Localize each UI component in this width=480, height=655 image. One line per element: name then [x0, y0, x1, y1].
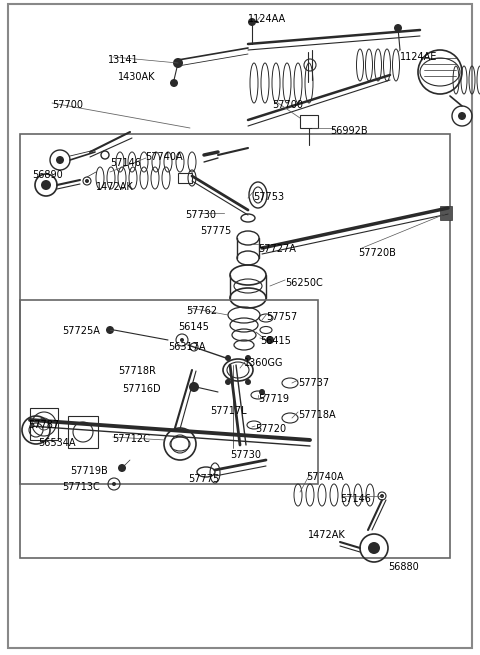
- Text: 57718A: 57718A: [298, 410, 336, 420]
- Text: 57775: 57775: [200, 226, 231, 236]
- Circle shape: [245, 379, 251, 385]
- Text: 57720B: 57720B: [358, 248, 396, 258]
- Circle shape: [103, 153, 107, 157]
- Text: 1472AK: 1472AK: [96, 182, 134, 192]
- Text: 57730: 57730: [185, 210, 216, 220]
- Circle shape: [170, 79, 178, 87]
- Text: 1472AK: 1472AK: [308, 530, 346, 540]
- Text: 57720: 57720: [255, 424, 286, 434]
- Circle shape: [189, 382, 199, 392]
- Text: 57717L: 57717L: [210, 406, 247, 416]
- Text: 56890: 56890: [32, 170, 63, 180]
- Text: 57716D: 57716D: [122, 384, 161, 394]
- Text: 57713C: 57713C: [62, 482, 100, 492]
- Text: 57737: 57737: [298, 378, 329, 388]
- Text: 57740A: 57740A: [145, 152, 182, 162]
- Text: 56317A: 56317A: [168, 342, 205, 352]
- Text: 57730: 57730: [230, 450, 261, 460]
- Circle shape: [180, 338, 184, 342]
- Circle shape: [266, 336, 274, 344]
- Circle shape: [245, 355, 251, 361]
- Text: 57700: 57700: [52, 100, 83, 110]
- Text: 57775: 57775: [188, 474, 219, 484]
- Text: 57740A: 57740A: [306, 472, 344, 482]
- Circle shape: [112, 482, 116, 486]
- Text: 57146: 57146: [110, 158, 141, 168]
- Text: 56415: 56415: [260, 336, 291, 346]
- Circle shape: [380, 494, 384, 498]
- Text: 56880: 56880: [388, 562, 419, 572]
- Circle shape: [394, 24, 402, 32]
- Text: 57787: 57787: [28, 420, 59, 430]
- Text: 56534A: 56534A: [38, 438, 75, 448]
- Text: 56250C: 56250C: [285, 278, 323, 288]
- Text: 1124AA: 1124AA: [248, 14, 286, 24]
- Text: 56145: 56145: [178, 322, 209, 332]
- Text: 57719B: 57719B: [70, 466, 108, 476]
- Circle shape: [56, 156, 64, 164]
- Text: 1360GG: 1360GG: [244, 358, 284, 368]
- Circle shape: [173, 58, 183, 68]
- Text: 1124AE: 1124AE: [400, 52, 437, 62]
- Circle shape: [118, 464, 126, 472]
- Circle shape: [106, 326, 114, 334]
- Circle shape: [368, 542, 380, 554]
- Text: 1430AK: 1430AK: [118, 72, 156, 82]
- Text: 57700: 57700: [272, 100, 303, 110]
- Circle shape: [458, 112, 466, 120]
- Circle shape: [85, 179, 89, 183]
- Text: 57712C: 57712C: [112, 434, 150, 444]
- Circle shape: [225, 355, 231, 361]
- Text: 56992B: 56992B: [330, 126, 368, 136]
- Text: 57146: 57146: [340, 494, 371, 504]
- Text: 57753: 57753: [253, 192, 284, 202]
- Circle shape: [248, 18, 256, 26]
- Circle shape: [225, 379, 231, 385]
- Text: 57725A: 57725A: [62, 326, 100, 336]
- Text: 57718R: 57718R: [118, 366, 156, 376]
- Text: 57757: 57757: [266, 312, 297, 322]
- Polygon shape: [440, 206, 452, 220]
- Circle shape: [259, 389, 265, 395]
- Text: 57762: 57762: [186, 306, 217, 316]
- Text: 57719: 57719: [258, 394, 289, 404]
- Text: 57727A: 57727A: [258, 244, 296, 254]
- Text: 13141: 13141: [108, 55, 139, 65]
- Circle shape: [41, 180, 51, 190]
